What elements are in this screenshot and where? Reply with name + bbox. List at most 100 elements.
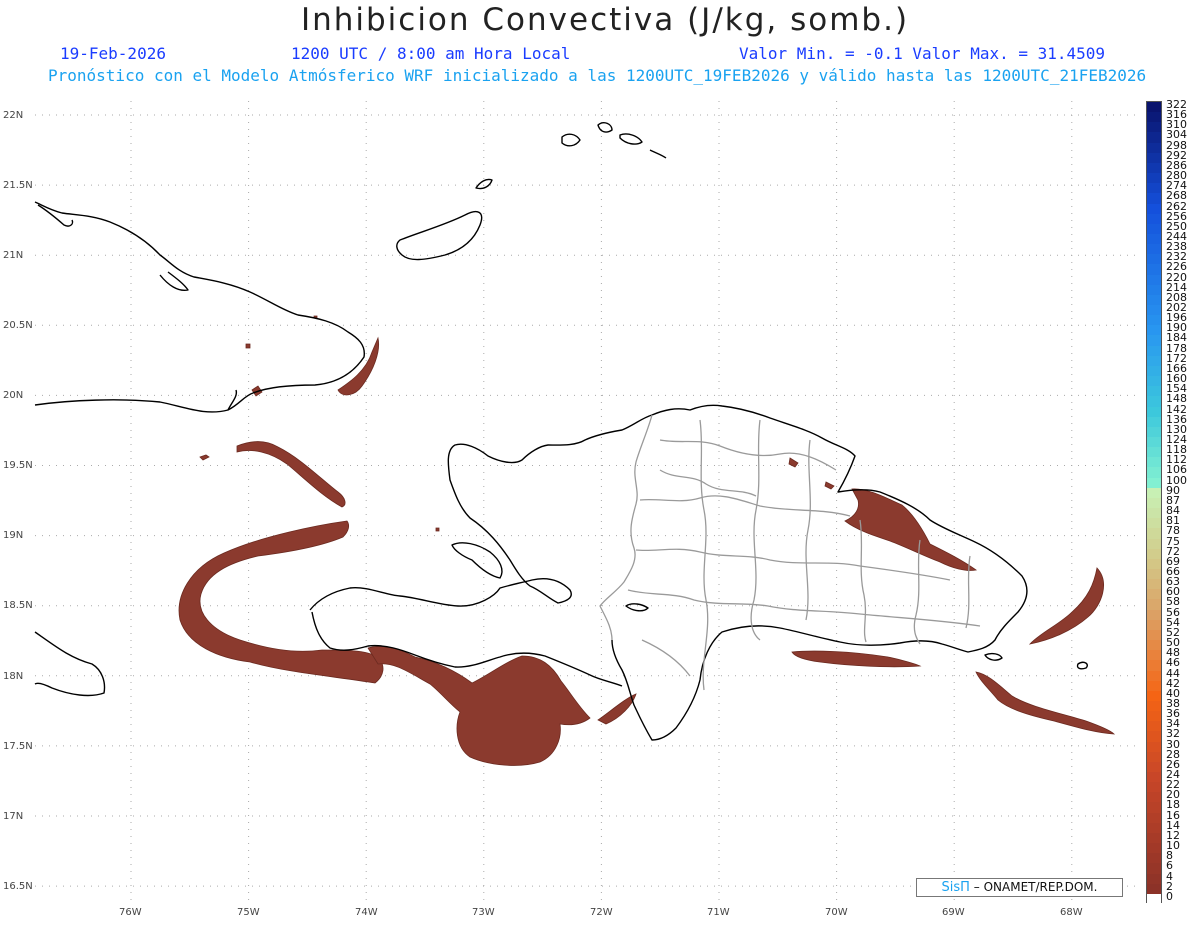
colorbar-label: 100 [1166, 473, 1187, 487]
lat-label: 18.5N [3, 600, 33, 611]
colorbar-label: 220 [1166, 270, 1187, 284]
colorbar-label: 250 [1166, 219, 1187, 233]
cin-area-windward-arc [178, 520, 384, 684]
colorbar-cell [1147, 467, 1161, 479]
credit-box: SisΠ – ONAMET/REP.DOM. [916, 878, 1123, 897]
coastlines [34, 122, 1088, 741]
lat-lon-grid [35, 101, 1138, 900]
colorbar-cell [1147, 294, 1161, 306]
colorbar-label: 256 [1166, 209, 1187, 223]
colorbar-cell [1147, 629, 1161, 641]
cin-area-speck-3 [824, 481, 835, 490]
colorbar-cell [1147, 609, 1161, 621]
colorbar-label: 292 [1166, 148, 1187, 162]
colorbar-label: 190 [1166, 321, 1187, 335]
colorbar-cell [1147, 599, 1161, 611]
colorbar-cell [1147, 518, 1161, 529]
colorbar-label: 34 [1166, 717, 1180, 731]
coast-island-d [597, 122, 613, 133]
lon-label: 71W [707, 907, 730, 918]
coast-cuba-east-jamaica-n [34, 631, 106, 697]
colorbar-cell [1147, 883, 1161, 895]
model-description: Pronóstico con el Modelo Atmósferico WRF… [48, 66, 1147, 85]
colorbar-cell [1147, 741, 1161, 753]
colorbar-cell [1147, 721, 1161, 733]
lat-label: 19N [3, 530, 24, 541]
colorbar-label: 60 [1166, 585, 1180, 599]
credit-org: – ONAMET/REP.DOM. [973, 880, 1098, 894]
colorbar-label: 148 [1166, 392, 1187, 406]
colorbar-label: 63 [1166, 575, 1180, 589]
colorbar-label: 262 [1166, 199, 1187, 213]
colorbar-cell [1147, 690, 1161, 702]
colorbar-cell [1147, 619, 1161, 631]
colorbar-label: 322 [1166, 98, 1187, 111]
province-line-11 [659, 469, 757, 497]
cin-area-beata [597, 693, 637, 725]
coast-island-i [984, 652, 1003, 661]
colorbar-label: 142 [1166, 402, 1187, 416]
coast-dr [611, 404, 1028, 741]
colorbar-label: 244 [1166, 229, 1187, 243]
colorbar-cell [1147, 680, 1161, 692]
colorbar-cell [1147, 152, 1161, 164]
colorbar-cell [1147, 325, 1161, 337]
colorbar-label: 10 [1166, 839, 1180, 853]
colorbar-cell [1147, 660, 1161, 672]
colorbar-cell [1147, 711, 1161, 722]
colorbar-cell [1147, 426, 1161, 438]
colorbar-cell [1147, 893, 1161, 905]
colorbar-cell [1147, 315, 1161, 326]
colorbar-cell [1147, 183, 1161, 194]
colorbar-label: 298 [1166, 138, 1187, 152]
province-line-4 [627, 589, 981, 627]
colorbar-label: 52 [1166, 625, 1180, 639]
colorbar-cell [1147, 355, 1161, 367]
colorbar-label: 38 [1166, 696, 1180, 710]
colorbar-label: 54 [1166, 615, 1180, 629]
colorbar-label: 56 [1166, 605, 1180, 619]
colorbar-cell [1147, 223, 1161, 235]
coast-cuba-bay [227, 389, 238, 411]
cin-area-speck-7 [199, 454, 210, 461]
colorbar-label: 268 [1166, 189, 1187, 203]
coast-island-g [159, 271, 189, 292]
colorbar-label: 0 [1166, 889, 1173, 903]
colorbar-cell [1147, 233, 1161, 245]
lat-label: 18N [3, 671, 24, 682]
cin-area-samana [844, 488, 977, 571]
colorbar-cell [1147, 264, 1161, 276]
colorbar-label: 208 [1166, 290, 1187, 304]
coast-island-a [396, 210, 483, 261]
coast-island-b [475, 178, 493, 190]
colorbar-label: 124 [1166, 433, 1187, 446]
colorbar-label: 46 [1166, 656, 1180, 670]
sispi-logo: SisΠ [941, 880, 970, 895]
colorbar-label: 84 [1166, 504, 1180, 518]
colorbar-cell [1147, 700, 1161, 712]
colorbar-label: 78 [1166, 524, 1180, 538]
colorbar-label: 112 [1166, 453, 1187, 467]
colorbar-cell [1147, 244, 1161, 255]
province-line-12 [641, 639, 691, 677]
colorbar-cell [1147, 802, 1161, 814]
colorbar-cell [1147, 102, 1161, 113]
province-line-7 [805, 439, 811, 621]
colorbar-label: 280 [1166, 169, 1187, 183]
colorbar-cell [1147, 386, 1161, 397]
colorbar-cell [1147, 731, 1161, 743]
colorbar-label: 310 [1166, 118, 1187, 132]
colorbar-label: 232 [1166, 250, 1187, 264]
colorbar-label: 8 [1166, 849, 1173, 863]
colorbar-label: 136 [1166, 412, 1187, 426]
lat-label: 17.5N [3, 741, 33, 752]
colorbar-label: 50 [1166, 636, 1180, 650]
colorbar-label: 160 [1166, 372, 1187, 386]
colorbar-label: 304 [1166, 128, 1187, 142]
colorbar-label: 130 [1166, 422, 1187, 436]
coast-gonave-small [625, 603, 649, 612]
colorbar-label: 75 [1166, 534, 1180, 548]
colorbar-cell [1147, 142, 1161, 154]
colorbar-cell [1147, 112, 1161, 123]
